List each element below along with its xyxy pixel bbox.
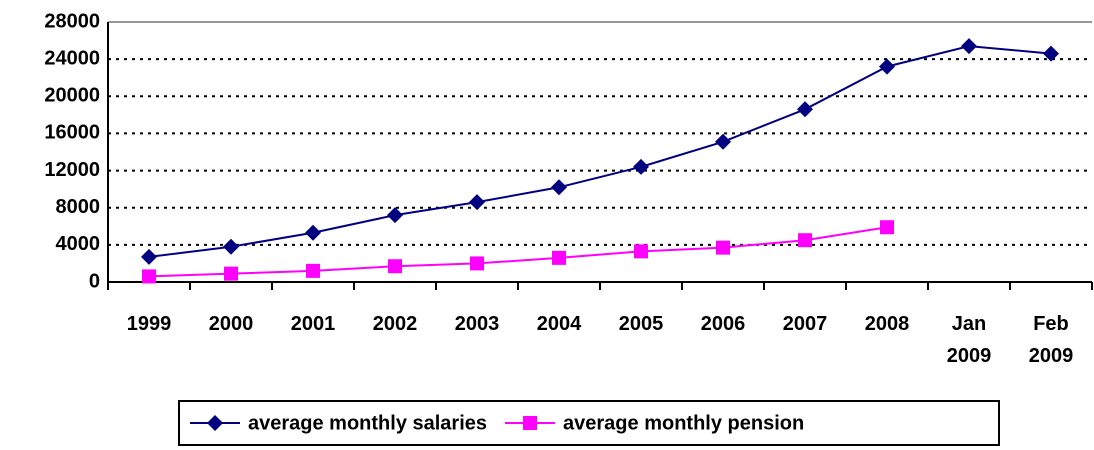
data-point [1043,45,1059,62]
y-tick-label: 8000 [56,196,101,218]
data-point [715,133,731,150]
x-tick-label: 2004 [536,313,582,335]
x-tick-label: Feb 2009 [1028,313,1074,367]
data-point [633,158,649,175]
y-tick-label: 24000 [44,47,100,69]
x-tick-label: 2003 [454,313,500,335]
y-tick-label: 20000 [44,85,100,107]
y-tick-label: 0 [89,270,100,292]
legend-box [178,400,1000,446]
data-point [388,259,402,274]
x-tick-label: 2000 [208,313,254,335]
y-tick-label: 28000 [44,10,100,32]
x-tick-label: 2005 [618,313,664,335]
x-tick-label: 2001 [290,313,336,335]
y-tick-label: 12000 [44,159,100,181]
data-point [634,244,648,259]
data-point [797,101,813,118]
data-point [305,224,321,241]
data-point [716,240,730,255]
legend-label: average monthly pension [563,412,804,434]
data-point [469,194,485,211]
y-tick-label: 16000 [44,122,100,144]
x-tick-label: 2006 [700,313,746,335]
series-line [148,45,1052,258]
legend-marker [207,415,223,431]
data-point [880,220,894,235]
data-point [306,263,320,278]
data-point [879,58,895,75]
x-tick-label: Jan 2009 [946,313,992,367]
data-point [798,233,812,248]
data-point [224,266,238,281]
data-point [551,179,567,196]
legend-marker [523,416,538,430]
series-line [148,226,888,278]
data-point [142,269,156,284]
x-tick-label: 2007 [782,313,828,335]
data-point [552,250,566,265]
x-tick-label: 1999 [126,313,172,335]
y-tick-label: 4000 [56,233,101,255]
x-tick-label: 2002 [372,313,418,335]
data-point [387,207,403,224]
legend-label: average monthly salaries [248,412,487,434]
data-point [470,256,484,271]
data-point [141,248,157,265]
data-point [223,238,239,255]
x-tick-label: 2008 [864,313,910,335]
data-point [961,38,977,55]
